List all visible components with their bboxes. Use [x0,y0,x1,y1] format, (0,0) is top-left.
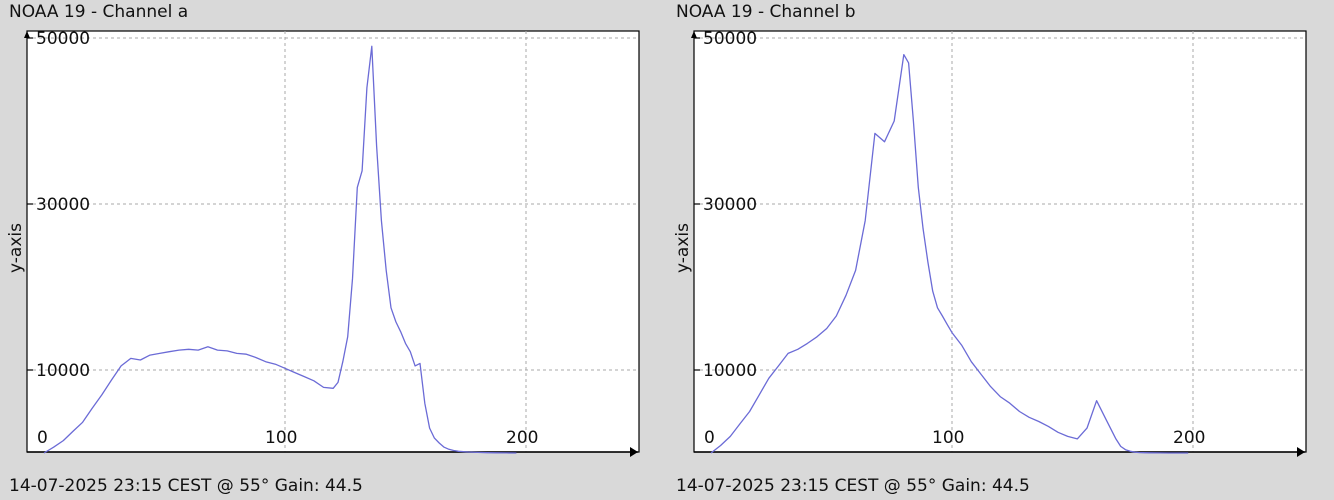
x-tick-label: 200 [1173,428,1205,448]
plot-background [26,30,640,453]
x-axis-arrow [630,447,638,457]
y-tick-label: 10000 [703,361,757,381]
y-tick-label: 10000 [36,361,90,381]
plot-background [693,30,1307,453]
y-axis-arrow [24,31,30,38]
status-footer: 14-07-2025 23:15 CEST @ 55° Gain: 44.5 [9,476,363,496]
chart-title: NOAA 19 - Channel a [9,2,189,22]
x-tick-label: 0 [37,428,48,448]
status-footer: 14-07-2025 23:15 CEST @ 55° Gain: 44.5 [676,476,1030,496]
y-tick-label: 30000 [703,195,757,215]
plot-area: 10000 30000 50000 0 100 200 [691,29,1307,457]
x-axis-arrow [1297,447,1305,457]
x-tick-label: 200 [506,428,538,448]
chart-title: NOAA 19 - Channel b [676,2,856,22]
x-tick-label: 0 [704,428,715,448]
y-axis-arrow [691,31,697,38]
x-tick-label: 100 [932,428,964,448]
chart-panel-a: NOAA 19 - Channel a y-axis 10000 30000 500… [6,2,640,496]
plot-area: 10000 30000 50000 0 100 200 [24,29,640,457]
x-tick-label: 100 [265,428,297,448]
chart-panel-b: NOAA 19 - Channel b y-axis 10000 30000 500… [667,0,1334,500]
y-tick-label: 30000 [36,195,90,215]
y-tick-label: 50000 [36,29,90,49]
series-line [710,53,1189,454]
series-line [43,45,517,454]
y-tick-label: 50000 [703,29,757,49]
